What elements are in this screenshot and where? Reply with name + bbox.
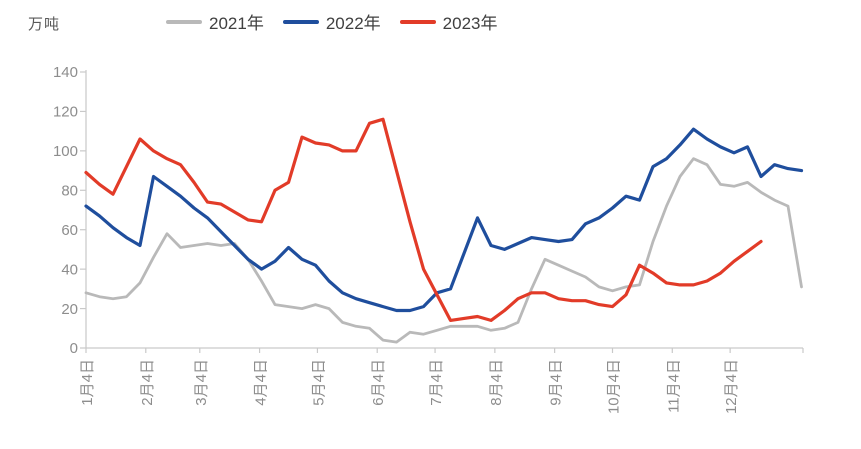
y-axis-tick-label: 120 <box>53 104 78 121</box>
x-axis-tick-label: 11月4日 <box>665 359 682 413</box>
legend-item-label: 2022年 <box>325 14 381 33</box>
legend-item-2022: 2022年 <box>282 9 381 34</box>
x-axis-tick-label: 8月4日 <box>488 359 505 406</box>
y-axis-tick-label: 20 <box>61 301 78 318</box>
y-axis-tick-label: 60 <box>61 222 78 239</box>
series-line-2023 <box>84 117 763 322</box>
x-axis-tick-label: 7月4日 <box>428 359 445 406</box>
y-axis-tick-label: 40 <box>61 261 78 278</box>
x-axis-tick-label: 1月4日 <box>79 359 96 406</box>
x-axis-tick-label: 6月4日 <box>370 359 387 406</box>
legend-item-2021: 2021年 <box>166 9 264 34</box>
x-axis-tick-label: 5月4日 <box>310 359 327 406</box>
y-axis-tick-label: 100 <box>53 143 78 160</box>
x-axis-tick-label: 2月4日 <box>139 359 156 406</box>
legend-line-swatch-icon <box>399 19 436 24</box>
y-axis-unit-label: 万吨 <box>28 16 61 33</box>
legend-item-label: 2021年 <box>209 14 264 33</box>
y-axis-tick-label: 140 <box>53 64 78 81</box>
chart-legend: 2021年 2022年 2023年 <box>166 9 497 34</box>
series-line-2022 <box>84 127 804 313</box>
series-line-2021 <box>84 157 803 344</box>
x-axis-tick-label: 3月4日 <box>193 359 210 406</box>
x-axis-tick-label: 9月4日 <box>548 359 565 406</box>
x-axis-tick-label: 4月4日 <box>253 359 270 406</box>
legend-line-swatch-icon <box>282 19 319 24</box>
y-axis-tick-label: 80 <box>61 182 78 199</box>
legend-item-2023: 2023年 <box>399 9 498 34</box>
y-axis-tick-label: 0 <box>70 340 78 357</box>
x-axis-tick-label: 10月4日 <box>606 359 623 414</box>
legend-line-swatch-icon <box>166 19 202 24</box>
x-axis-tick-label: 12月4日 <box>723 359 740 414</box>
legend-item-label: 2023年 <box>442 14 498 33</box>
